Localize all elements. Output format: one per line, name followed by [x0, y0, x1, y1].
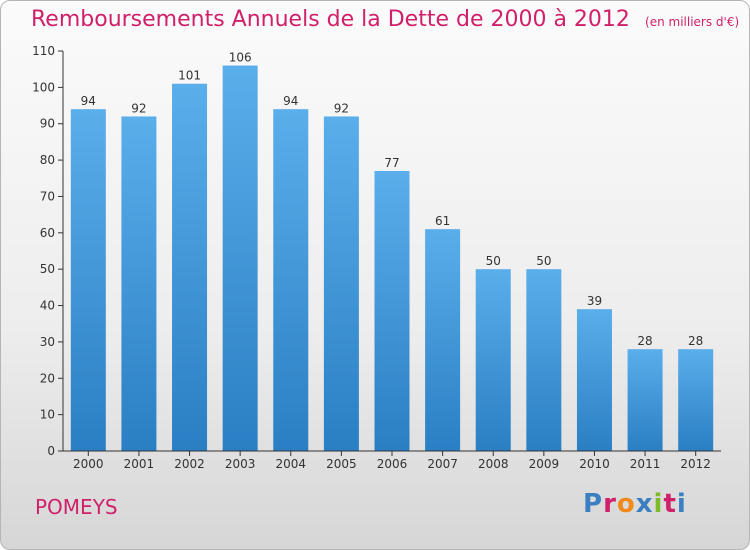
x-tick-label: 2004 [275, 457, 306, 471]
logo-letter: r [603, 489, 617, 519]
bar-value-label: 94 [283, 94, 298, 108]
bar [425, 229, 461, 451]
bar-value-label: 92 [334, 101, 349, 115]
bar-value-label: 106 [229, 51, 252, 65]
logo-letter: x [635, 489, 654, 519]
logo-letter: o [616, 489, 636, 519]
bar [576, 309, 612, 451]
x-tick-label: 2009 [529, 457, 560, 471]
y-tick-label: 50 [40, 262, 55, 276]
logo-letter: i [653, 489, 664, 519]
bar [678, 349, 714, 451]
chart-subtitle: (en milliers d'€) [645, 15, 740, 29]
logo-letter: t [663, 489, 677, 519]
bar [273, 109, 309, 451]
x-tick-label: 2010 [579, 457, 610, 471]
bar-value-label: 50 [536, 254, 551, 268]
x-tick-label: 2000 [73, 457, 104, 471]
x-tick-label: 2002 [174, 457, 205, 471]
x-tick-label: 2006 [377, 457, 408, 471]
bar-value-label: 94 [81, 94, 96, 108]
chart-title: Remboursements Annuels de la Dette de 20… [31, 7, 630, 32]
logo-letter: i [676, 489, 687, 519]
y-axis: 0 10 20 30 40 50 60 70 80 90 100 110 [32, 44, 64, 458]
x-axis: 2000 2001 2002 2003 2004 2005 2006 2007 2008 2009… [63, 450, 721, 471]
bar-value-label: 28 [637, 334, 652, 348]
y-tick-label: 10 [40, 408, 55, 422]
bars: 94 92 101 106 94 92 77 61 50 50 39 28 28 [70, 51, 714, 452]
bar-value-label: 101 [178, 69, 201, 83]
bar [222, 65, 258, 451]
bar [70, 109, 106, 451]
x-tick-label: 2001 [124, 457, 155, 471]
title-row: Remboursements Annuels de la Dette de 20… [31, 7, 739, 32]
x-tick-label: 2003 [225, 457, 256, 471]
bar-value-label: 39 [587, 294, 602, 308]
bar-value-label: 50 [486, 254, 501, 268]
place-name: POMEYS [35, 495, 118, 519]
proxiti-logo: Proxiti [583, 489, 687, 519]
bar [627, 349, 663, 451]
bar [374, 171, 410, 451]
y-tick-label: 100 [32, 80, 55, 94]
bar [526, 269, 562, 451]
y-tick-label: 110 [32, 44, 55, 58]
y-tick-label: 0 [47, 444, 55, 458]
bar-value-label: 77 [384, 156, 399, 170]
x-tick-label: 2008 [478, 457, 509, 471]
x-tick-label: 2011 [630, 457, 661, 471]
y-tick-label: 60 [40, 226, 55, 240]
y-tick-label: 30 [40, 335, 55, 349]
bar [121, 116, 157, 452]
y-tick-label: 70 [40, 189, 55, 203]
bar [172, 83, 208, 452]
bar [323, 116, 359, 452]
y-tick-label: 90 [40, 117, 55, 131]
y-tick-label: 80 [40, 153, 55, 167]
y-tick-label: 40 [40, 299, 55, 313]
bar-value-label: 28 [688, 334, 703, 348]
bar-value-label: 92 [131, 101, 146, 115]
bar-value-label: 61 [435, 214, 450, 228]
x-tick-label: 2012 [680, 457, 711, 471]
x-tick-label: 2007 [427, 457, 458, 471]
bar [475, 269, 511, 451]
x-tick-label: 2005 [326, 457, 357, 471]
y-tick-label: 20 [40, 371, 55, 385]
logo-letter: P [583, 489, 604, 519]
